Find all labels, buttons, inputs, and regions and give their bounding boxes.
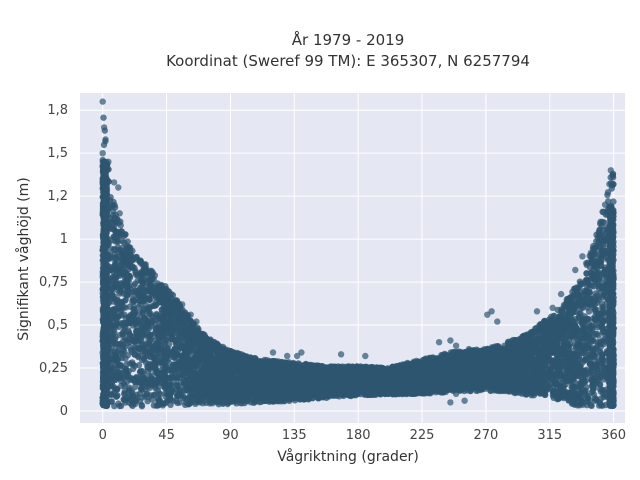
data-point xyxy=(588,402,595,409)
data-point xyxy=(135,362,143,369)
data-points xyxy=(99,98,617,410)
data-point xyxy=(122,355,129,362)
data-point xyxy=(132,269,139,276)
data-point xyxy=(115,400,122,407)
data-point xyxy=(100,114,107,121)
chart-title-line2: Koordinat (Sweref 99 TM): E 365307, N 62… xyxy=(166,52,530,70)
chart-title-line1: År 1979 - 2019 xyxy=(292,30,405,49)
